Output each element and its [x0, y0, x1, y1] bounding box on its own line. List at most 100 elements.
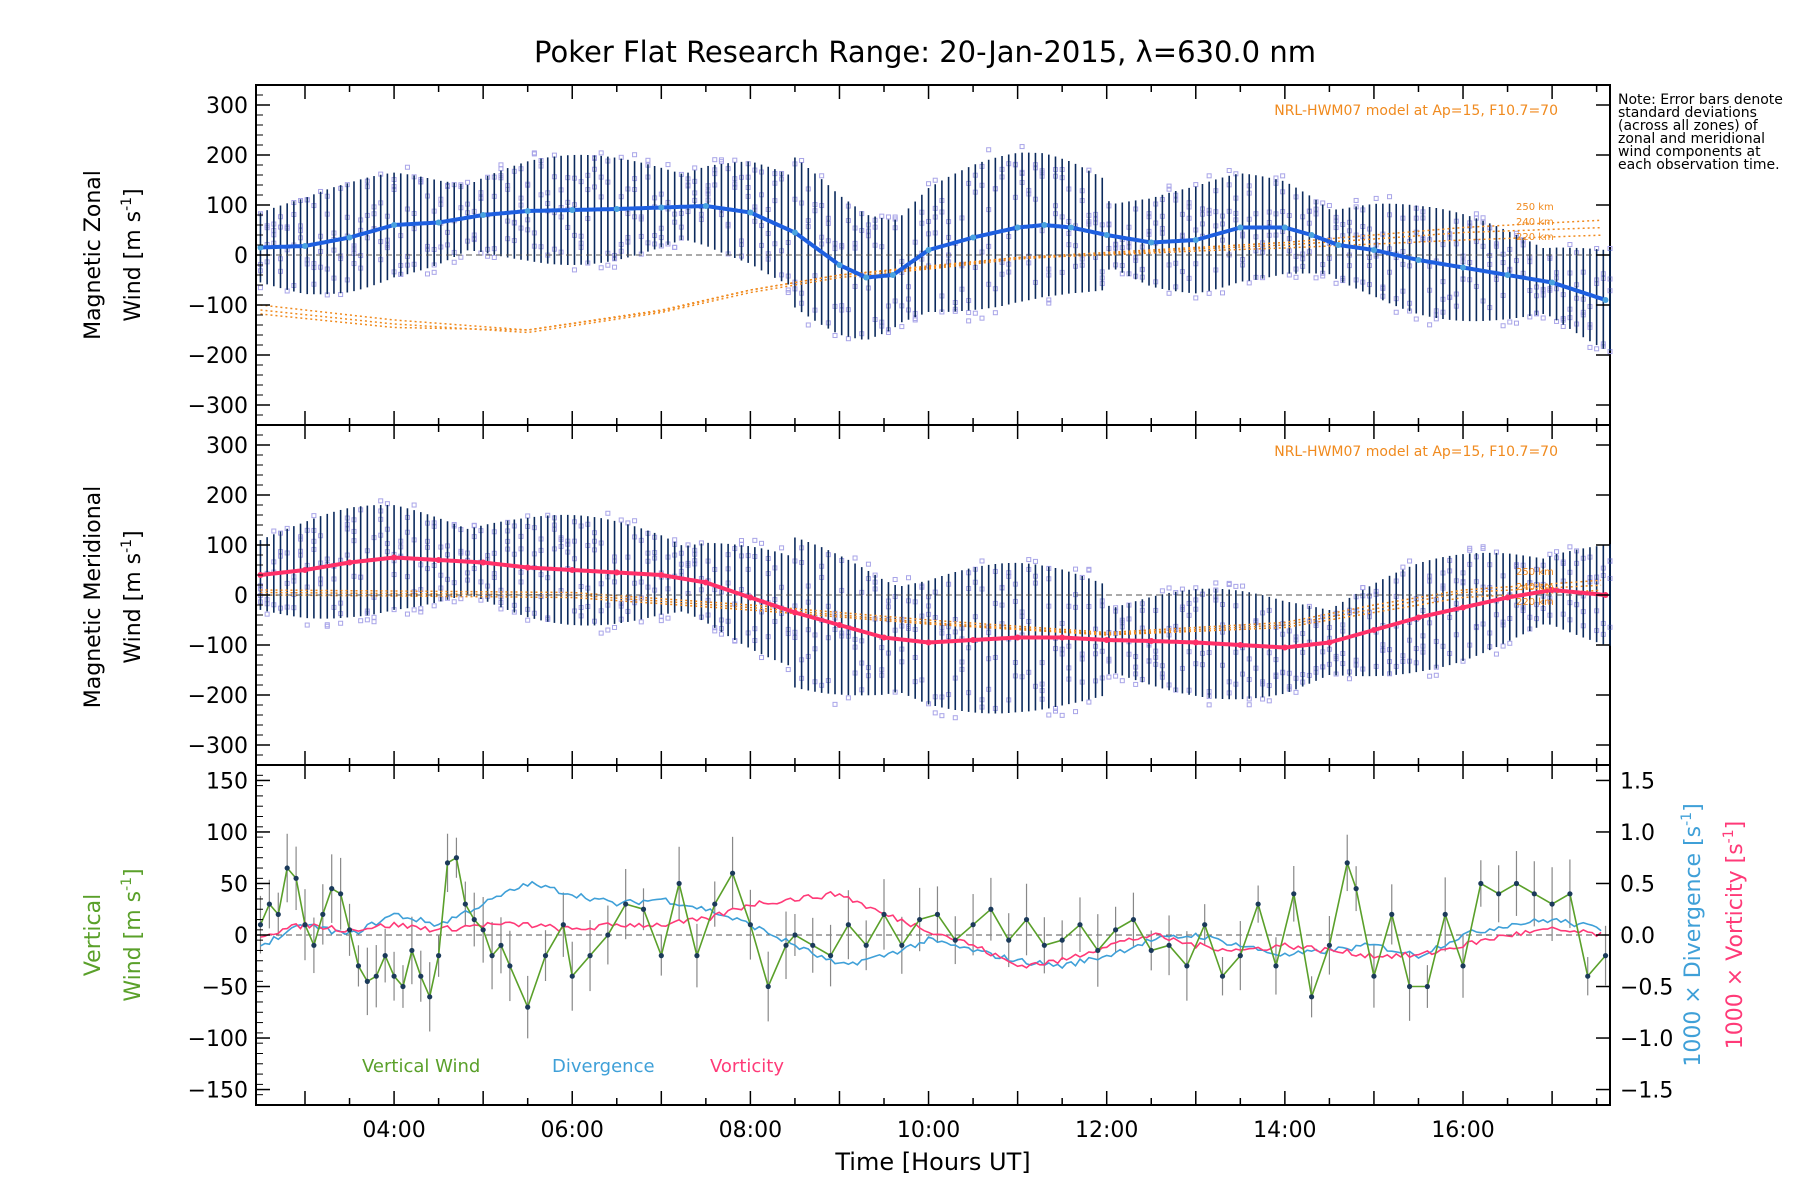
- scatter-point: [892, 576, 898, 582]
- vertical-wind-point: [1059, 937, 1065, 943]
- vertical-wind-panel: 150 100 50 0 −50 −100 −150 1.5 1.0 0.5 0.0 −0.5 −1.…: [81, 764, 1748, 1106]
- mean-wind-line: [260, 555, 1606, 650]
- scatter-point: [1193, 295, 1199, 301]
- y-tick-label: −150: [188, 1079, 248, 1104]
- scatter-point: [819, 173, 825, 179]
- scatter-point: [1159, 588, 1165, 594]
- mean-wind-point: [524, 208, 531, 214]
- vertical-wind-point: [952, 937, 958, 943]
- mean-wind-point: [435, 219, 442, 226]
- vertical-wind-point: [1424, 983, 1430, 990]
- meridional-ylabel-line2: Wind [m s-1]: [119, 530, 146, 663]
- zonal-alt-label-220: 220 km: [1516, 232, 1554, 243]
- scatter-point: [1046, 712, 1052, 718]
- scatter-point: [491, 254, 497, 260]
- y-tick-label: 100: [206, 821, 248, 846]
- scatter-point: [1046, 297, 1052, 303]
- scatter-point: [1320, 200, 1326, 206]
- scatter-point: [658, 618, 664, 624]
- meridional-ylabel-line1: Magnetic Meridional: [81, 486, 106, 708]
- scatter-point: [1293, 689, 1299, 695]
- vertical-wind-point: [676, 880, 682, 887]
- mean-wind-point: [925, 639, 932, 646]
- scatter-point: [1166, 186, 1172, 192]
- vertical-wind-point: [266, 901, 272, 907]
- scatter-point: [632, 152, 638, 158]
- scatter-point: [431, 269, 437, 275]
- scatter-point: [571, 267, 577, 273]
- vertical-wind-point: [783, 942, 789, 948]
- mean-wind-point: [301, 567, 308, 573]
- vertical-wind-point: [587, 953, 593, 959]
- vertical-wind-point: [1344, 860, 1350, 866]
- vertical-wind-point: [329, 886, 335, 892]
- model-curve-240km: [260, 226, 1602, 334]
- y-tick-label: 0: [234, 584, 248, 609]
- zonal-y-ticks: 300 200 100 0 −100 −200 −300: [188, 84, 1610, 426]
- scatter-point: [1226, 580, 1232, 586]
- scatter-point: [1547, 551, 1553, 557]
- scatter-point: [1220, 290, 1226, 296]
- mean-wind-point: [836, 262, 843, 268]
- scatter-point: [1166, 585, 1172, 591]
- scatter-point: [1113, 673, 1119, 679]
- scatter-point: [665, 615, 671, 621]
- zonal-model-layer: [260, 219, 1602, 334]
- scatter-point: [718, 631, 724, 637]
- vertical-wind-point: [1585, 973, 1591, 979]
- scatter-point: [458, 254, 464, 260]
- meridional-y-ticks: 300 200 100 0 −100 −200 −300: [188, 424, 1610, 766]
- scatter-point: [979, 315, 985, 321]
- vertical-wind-point: [899, 942, 905, 948]
- scatter-point: [1493, 651, 1499, 657]
- scatter-point: [1206, 173, 1212, 179]
- scatter-point: [738, 538, 744, 544]
- mean-wind-point: [613, 569, 620, 576]
- scatter-point: [1233, 583, 1239, 589]
- scatter-point: [1560, 323, 1566, 329]
- mean-wind-point: [970, 637, 977, 643]
- scatter-point: [1500, 323, 1506, 329]
- scatter-point: [598, 630, 604, 636]
- scatter-point: [645, 157, 651, 163]
- scatter-point: [304, 622, 310, 628]
- vertical-wind-point: [320, 911, 326, 917]
- vertical-wind-point: [444, 860, 451, 866]
- scatter-point: [732, 157, 738, 163]
- chart-title: Poker Flat Research Range: 20-Jan-2015, …: [534, 35, 1316, 69]
- vertical-wind-point: [1023, 916, 1030, 923]
- scatter-point: [1206, 702, 1212, 708]
- scatter-point: [992, 310, 998, 316]
- model-curve-240km: [260, 584, 1602, 635]
- zonal-ylabel-line2: Wind [m s-1]: [119, 188, 146, 321]
- y-tick-label: −300: [188, 734, 248, 759]
- scatter-point: [612, 624, 618, 630]
- vertical-wind-point: [400, 983, 406, 990]
- scatter-point: [264, 611, 270, 617]
- vertical-wind-point: [338, 891, 344, 897]
- scatter-point: [451, 259, 457, 265]
- scatter-point: [972, 310, 978, 316]
- vertical-wind-point: [1531, 891, 1537, 897]
- vertical-wind-point: [1041, 942, 1047, 948]
- vertical-wind-point: [542, 953, 549, 959]
- mean-wind-point: [1549, 587, 1556, 593]
- vertical-wind-point: [640, 906, 647, 912]
- vertical-wind-point: [1291, 891, 1297, 897]
- scatter-point: [832, 701, 838, 707]
- vertical-wind-point: [881, 911, 887, 917]
- mean-wind-point: [1148, 239, 1155, 246]
- mean-wind-point: [1192, 639, 1199, 646]
- scatter-point: [1213, 580, 1219, 586]
- mean-wind-point: [480, 559, 487, 566]
- mean-wind-point: [1014, 224, 1021, 231]
- zonal-ylabel-main: Wind [m s: [121, 211, 146, 322]
- vertical-wind-point: [827, 953, 834, 959]
- vertical-wind-point: [845, 922, 851, 928]
- scatter-point: [832, 333, 838, 339]
- mean-wind-point: [1415, 614, 1422, 621]
- scatter-point: [1333, 280, 1339, 286]
- mean-wind-point: [569, 567, 576, 573]
- mean-wind-point: [863, 274, 870, 281]
